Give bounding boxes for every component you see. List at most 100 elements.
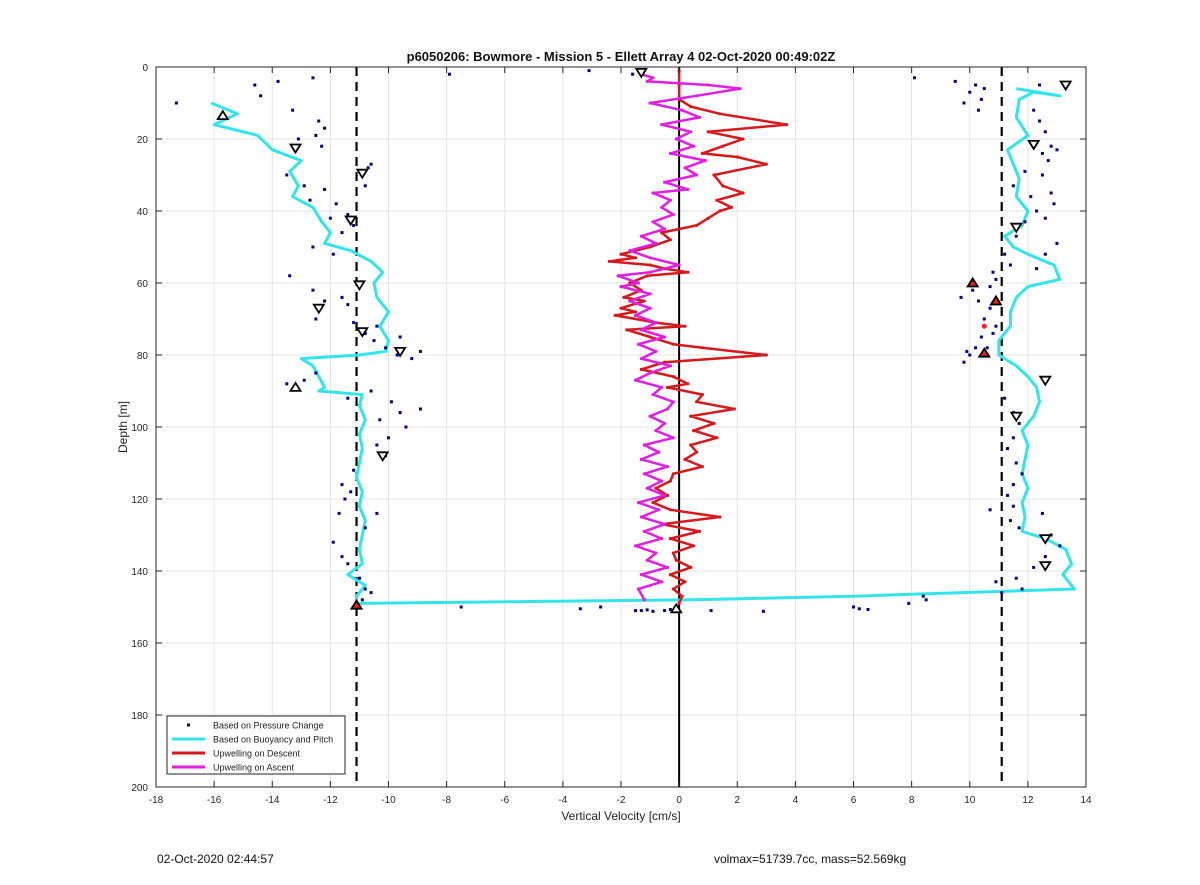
series-vertex-point [715,436,719,440]
pressure-change-point [302,378,306,382]
series-vertex-point [683,457,687,461]
series-vertex-point [648,256,652,260]
pressure-change-point [1017,526,1021,530]
series-vertex-point [686,187,690,191]
series-vertex-point [642,598,646,602]
pressure-change-point [971,288,975,292]
series-vertex-point [633,378,638,382]
pressure-change-point [979,97,983,101]
pressure-change-point [352,321,356,325]
series-vertex-point [665,565,670,570]
series-vertex-point [642,472,646,476]
series-vertex-point [668,364,673,368]
triangle-down-marker [288,143,303,155]
pressure-change-point [459,605,463,609]
pressure-change-point [349,490,353,494]
x-tick-label: -16 [207,795,222,806]
pressure-change-point [959,295,963,299]
series-vertex-point [671,436,675,440]
series-vertex-point [668,238,673,242]
pressure-change-point [1043,216,1047,220]
pressure-change-point [285,382,289,386]
pressure-change-point [372,339,376,343]
pressure-change-point [343,497,347,501]
series-vertex-point [665,493,670,497]
series-vertex-point [735,155,739,159]
pressure-change-point [668,608,672,612]
series-vertex-point [639,573,643,577]
series-vertex-point [628,299,632,303]
series-vertex-point [651,393,655,397]
series-vertex-point [648,270,652,274]
pressure-change-point [651,609,655,613]
series-vertex-point [677,263,681,267]
series-vertex-point [645,558,649,562]
pressure-change-point [974,83,978,87]
series-vertex-point [665,465,670,469]
pressure-change-point [1014,234,1018,238]
series-vertex-point [738,87,742,91]
pressure-change-point [953,79,957,83]
series-vertex-point [764,162,768,166]
series-vertex-point [665,407,670,411]
series-vertex-point [636,281,641,285]
pressure-change-point [346,213,350,217]
x-tick-label: -14 [265,795,280,806]
series-vertex-point [694,173,699,177]
pressure-change-point [1000,591,1004,595]
pressure-change-point [357,576,361,580]
legend-label: Based on Pressure Change [213,721,324,731]
axis-ticks: -18 -16 -14 -12 -10 -8 -6 -4 -2 0 2 4 6 8 10 12 14020406… [131,63,1092,806]
series-vertex-point [718,112,722,116]
pressure-change-point [709,609,713,613]
pressure-change-point [369,591,373,595]
pressure-change-point [1043,130,1047,134]
pressure-change-point [994,580,998,584]
pressure-change-point [1035,267,1039,271]
pressure-change-point [389,400,393,404]
series-vertex-point [683,166,687,170]
y-tick-label: 200 [131,783,148,794]
pressure-change-point [1011,483,1015,487]
pressure-change-point [1038,83,1041,87]
series-vertex-point [700,465,704,469]
pressure-change-point [375,324,379,328]
pressure-change-point [395,353,399,357]
pressure-change-point [317,119,321,123]
x-tick-label: 10 [964,795,976,806]
series-vertex-point [712,173,716,177]
pressure-change-point [1029,195,1033,199]
series-vertex-point [660,385,664,389]
triangle-down-marker [1009,222,1023,234]
series-vertex-point [642,443,646,447]
pressure-change-point [962,101,966,105]
series-vertex-point [633,313,638,317]
pressure-change-point [1008,519,1012,523]
series-vertex-point [694,94,699,98]
pressure-change-point [587,69,591,73]
footer-timestamp: 02-Oct-2020 02:44:57 [157,852,274,866]
series-vertex-point [639,457,643,461]
x-tick-label: -10 [381,795,396,806]
pressure-change-point [363,331,367,335]
pressure-change-point [639,609,643,613]
pressure-change-point [285,173,289,177]
x-tick-label: 8 [909,795,915,806]
legend-label: Upwelling on Descent [213,749,301,759]
legend-label: Based on Buoyancy and Pitch [213,735,333,745]
series-vertex-point [660,123,664,127]
pressure-change-point [1055,148,1059,152]
series-vertex-point [671,551,675,555]
series-vertex-point [654,241,658,245]
series-vertex-point [651,191,655,195]
pressure-change-point [991,270,995,274]
triangle-red-marker [349,599,364,610]
pressure-change-point [1058,544,1062,548]
pressure-change-point [398,335,402,339]
red-point [981,323,987,329]
x-tick-label: -18 [149,795,164,806]
triangle-red-marker [989,294,1003,306]
y-tick-label: 100 [131,423,148,434]
series-vertex-point [785,123,789,127]
series-vertex-point [732,407,736,411]
